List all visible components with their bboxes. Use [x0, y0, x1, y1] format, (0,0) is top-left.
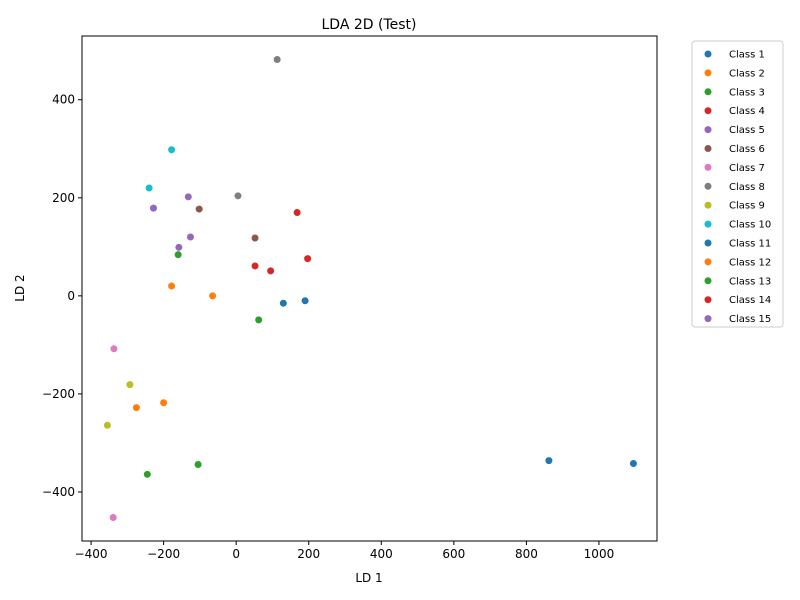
x-tick-label: −200 — [147, 547, 180, 561]
y-tick-label: −200 — [42, 387, 75, 401]
legend-marker — [704, 220, 712, 228]
data-point-class-1 — [279, 299, 287, 307]
legend-label: Class 11 — [729, 239, 771, 250]
legend-marker — [704, 126, 712, 134]
legend-marker — [704, 182, 712, 190]
data-point-class-3 — [255, 316, 263, 324]
legend-label: Class 7 — [729, 163, 765, 174]
data-point-class-5 — [175, 243, 183, 251]
data-point-class-13 — [194, 461, 202, 469]
y-tick-label: 200 — [52, 191, 75, 205]
legend-marker — [704, 258, 712, 266]
legend-marker — [704, 163, 712, 171]
legend-label: Class 4 — [729, 106, 765, 117]
legend-label: Class 6 — [729, 144, 765, 155]
data-point-class-5 — [184, 193, 192, 201]
data-point-class-10 — [145, 184, 153, 192]
legend-marker — [704, 296, 712, 304]
x-tick-label: 600 — [442, 547, 465, 561]
legend-marker — [704, 201, 712, 209]
data-point-class-6 — [251, 234, 259, 242]
data-point-class-3 — [174, 251, 182, 259]
data-point-class-2 — [168, 282, 176, 290]
x-axis: −400 −200 0 200 400 600 800 1000 — [75, 541, 615, 561]
x-tick-label: 0 — [232, 547, 240, 561]
y-axis: −400 −200 0 200 400 — [42, 93, 82, 499]
legend-label: Class 5 — [729, 125, 765, 136]
data-point-class-11 — [545, 457, 553, 465]
data-point-class-4 — [304, 255, 312, 263]
legend-marker — [704, 107, 712, 115]
legend: Class 1 Class 2 Class 3 Class 4 Class 5 Class… — [691, 40, 784, 328]
data-point-class-4 — [267, 267, 275, 275]
x-axis-label: LD 1 — [355, 571, 382, 585]
data-point-class-5 — [186, 233, 194, 241]
legend-marker — [704, 69, 712, 77]
data-points — [103, 56, 637, 521]
data-point-class-7 — [109, 513, 117, 521]
legend-marker — [704, 88, 712, 96]
legend-marker — [704, 50, 712, 58]
legend-label: Class 10 — [729, 220, 771, 231]
data-point-class-8 — [234, 192, 242, 200]
plot-frame — [81, 35, 658, 542]
data-point-class-4 — [251, 262, 259, 270]
data-point-class-2 — [209, 292, 217, 300]
legend-label: Class 8 — [729, 182, 765, 193]
legend-label: Class 15 — [729, 314, 771, 325]
data-point-class-5 — [149, 204, 157, 212]
legend-marker — [704, 315, 712, 323]
x-tick-label: 1000 — [584, 547, 615, 561]
x-tick-label: 800 — [515, 547, 538, 561]
data-point-class-11 — [629, 460, 637, 468]
data-point-class-9 — [103, 421, 111, 429]
data-point-class-9 — [126, 381, 134, 389]
data-point-class-10 — [168, 146, 176, 154]
legend-label: Class 2 — [729, 68, 765, 79]
data-point-class-12 — [132, 404, 140, 412]
data-point-class-13 — [143, 470, 151, 478]
y-tick-label: 400 — [52, 93, 75, 107]
legend-label: Class 3 — [729, 87, 765, 98]
legend-label: Class 13 — [729, 276, 771, 287]
x-tick-label: 200 — [297, 547, 320, 561]
data-point-class-1 — [301, 297, 309, 305]
y-tick-label: −400 — [42, 485, 75, 499]
data-point-class-4 — [293, 209, 301, 217]
legend-label: Class 1 — [729, 50, 765, 61]
y-axis-label: LD 2 — [13, 274, 27, 301]
y-tick-label: 0 — [67, 289, 75, 303]
data-point-class-12 — [160, 399, 168, 407]
legend-label: Class 14 — [729, 295, 771, 306]
legend-box — [691, 40, 784, 328]
legend-label: Class 9 — [729, 201, 765, 212]
data-point-class-8 — [273, 56, 281, 64]
legend-marker — [704, 239, 712, 247]
legend-marker — [704, 277, 712, 285]
legend-label: Class 12 — [729, 257, 771, 268]
data-point-class-6 — [195, 205, 203, 213]
x-tick-label: −400 — [75, 547, 108, 561]
chart-title: LDA 2D (Test) — [322, 17, 417, 33]
x-tick-label: 400 — [370, 547, 393, 561]
legend-marker — [704, 145, 712, 152]
data-point-class-7 — [110, 345, 118, 353]
